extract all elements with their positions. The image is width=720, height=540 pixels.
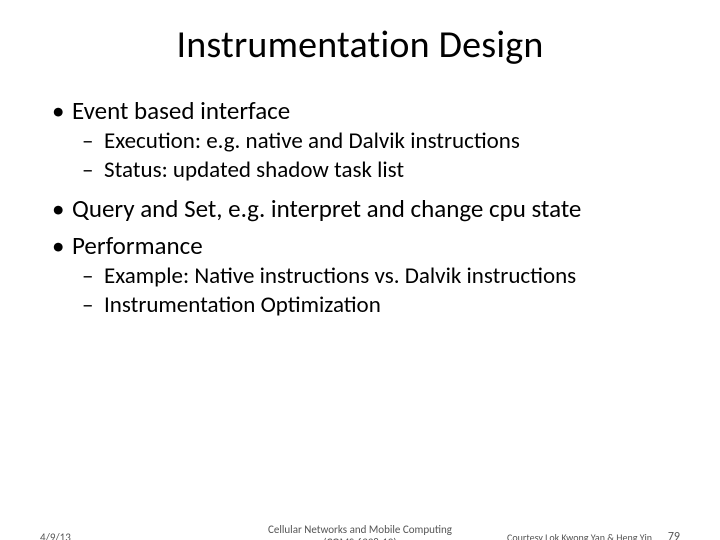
footer-center-line2: (COMS 6998-10) [323,536,397,540]
bullet-level2: Status: updated shadow task list [48,157,672,184]
slide-footer: 4/9/13 Cellular Networks and Mobile Comp… [0,520,720,540]
bullet-group-2: Query and Set, e.g. interpret and change… [48,194,672,319]
bullet-group-1: Event based interface Execution: e.g. na… [48,96,672,184]
slide-content: Event based interface Execution: e.g. na… [48,96,672,319]
slide-title: Instrumentation Design [0,22,720,68]
bullet-level1: Event based interface [48,96,672,126]
bullet-level2: Example: Native instructions vs. Dalvik … [48,263,672,290]
bullet-level2: Execution: e.g. native and Dalvik instru… [48,128,672,155]
bullet-level2: Instrumentation Optimization [48,292,672,319]
footer-center-line1: Cellular Networks and Mobile Computing [268,523,452,536]
bullet-level1: Query and Set, e.g. interpret and change… [48,194,672,224]
footer-page-number: 79 [668,530,680,540]
footer-credit: Courtesy Lok Kwong Yan & Heng Yin [507,531,652,540]
slide: Instrumentation Design Event based inter… [0,22,720,540]
bullet-level1: Performance [48,231,672,261]
